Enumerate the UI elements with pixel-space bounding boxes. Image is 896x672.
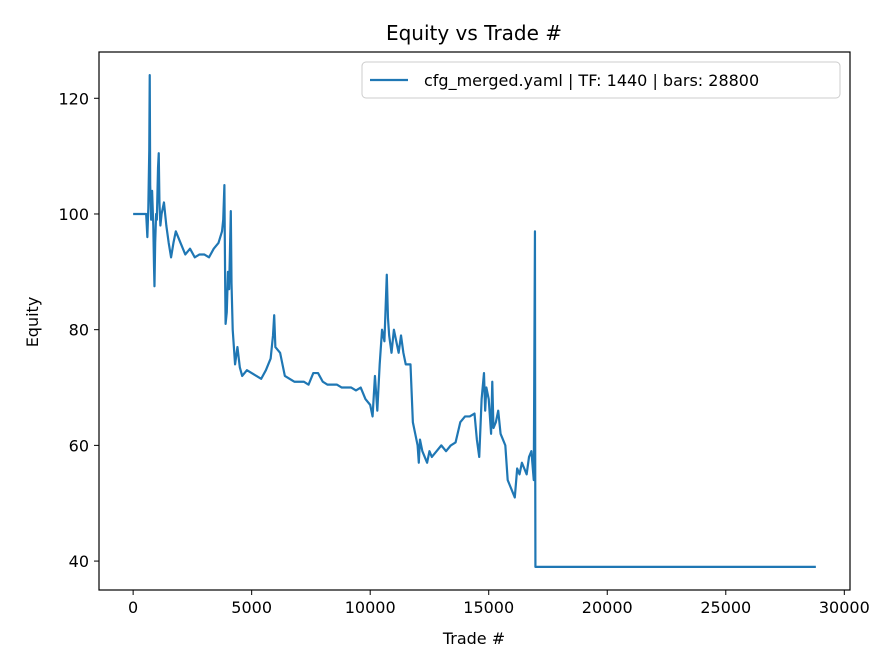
y-tick-label: 80 [69, 321, 89, 340]
legend: cfg_merged.yaml | TF: 1440 | bars: 28800 [361, 61, 841, 99]
y-axis: 40 60 80 100 120 [58, 89, 99, 571]
y-tick-label: 60 [69, 436, 89, 455]
chart-title: Equity vs Trade # [386, 21, 562, 45]
x-tick-label: 25000 [700, 598, 751, 617]
y-tick-label: 100 [58, 205, 89, 224]
x-tick-label: 10000 [345, 598, 396, 617]
plot-area [133, 74, 816, 568]
x-axis-label: Trade # [442, 629, 505, 648]
x-tick-label: 15000 [463, 598, 514, 617]
x-tick-label: 20000 [582, 598, 633, 617]
x-tick-label: 0 [128, 598, 138, 617]
x-tick-label: 30000 [819, 598, 870, 617]
x-axis: 0 5000 10000 15000 20000 25000 30000 [128, 590, 870, 617]
y-tick-label: 40 [69, 552, 89, 571]
series-line [133, 74, 816, 568]
legend-box [361, 61, 841, 99]
axes-frame [98, 51, 851, 591]
legend-label: cfg_merged.yaml | TF: 1440 | bars: 28800 [424, 71, 759, 91]
x-tick-label: 5000 [231, 598, 272, 617]
y-tick-label: 120 [58, 89, 89, 108]
y-axis-label: Equity [23, 297, 42, 348]
